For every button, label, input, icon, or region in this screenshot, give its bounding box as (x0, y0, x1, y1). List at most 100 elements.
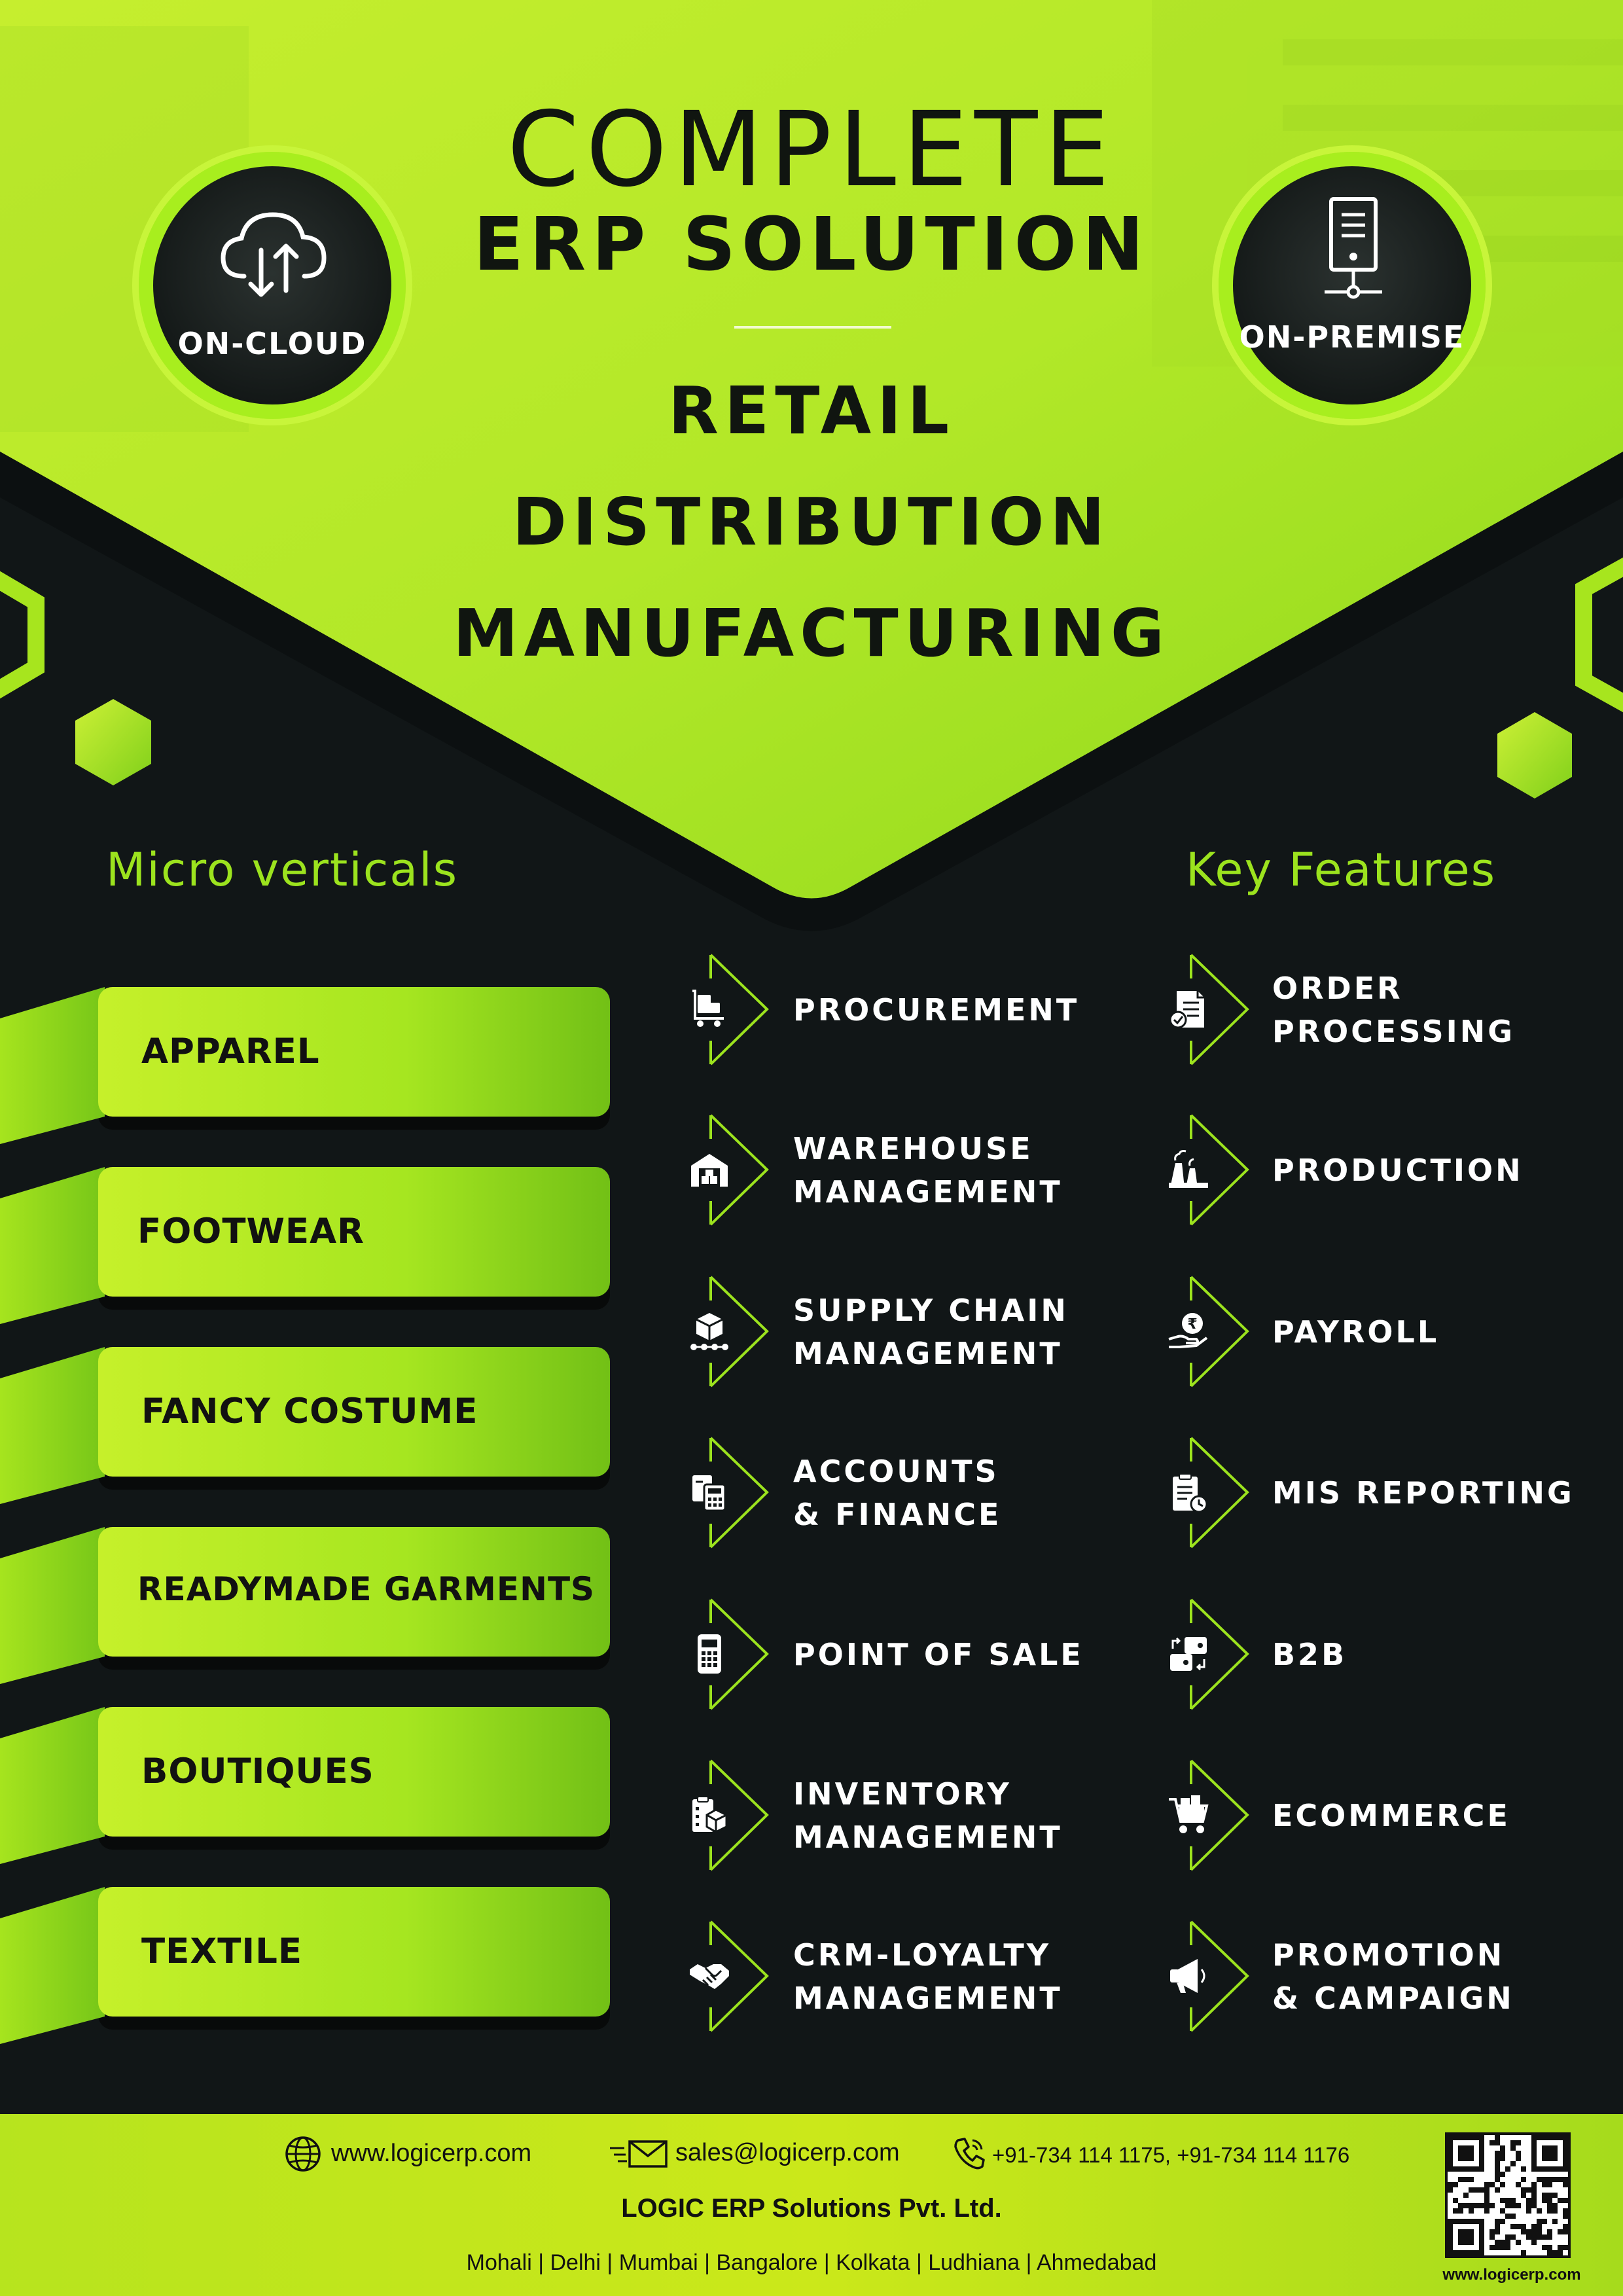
globe-icon (285, 2136, 321, 2172)
feature-label-line: ACCOUNTS (793, 1454, 999, 1489)
footer-bar (0, 2114, 1623, 2296)
qr-url[interactable]: www.logicerp.com (1442, 2266, 1581, 2284)
chevron-right-icon (1190, 1759, 1249, 1871)
feature-label: PROMOTION & CAMPAIGN (1272, 1933, 1514, 2020)
chevron-right-icon (709, 1920, 769, 2032)
feature-label-line: MIS REPORTING (1272, 1475, 1575, 1511)
badge-on-cloud-label: ON-CLOUD (177, 326, 367, 361)
feature-item[interactable]: MIS REPORTING (1168, 1435, 1623, 1553)
segment-manufacturing: MANUFACTURING (453, 595, 1170, 672)
feature-label: POINT OF SALE (793, 1633, 1084, 1676)
feature-item[interactable]: ₹ PAYROLL (1168, 1274, 1623, 1392)
feature-item[interactable]: WAREHOUSE MANAGEMENT (688, 1113, 1147, 1230)
feature-item[interactable]: B2B (1168, 1597, 1623, 1715)
feature-label: PROCUREMENT (793, 988, 1079, 1031)
footer-company: LOGIC ERP Solutions Pvt. Ltd. (621, 2194, 1002, 2223)
qr-code-pattern (1448, 2135, 1568, 2255)
chevron-right-icon (1190, 1920, 1249, 2032)
pos-terminal-icon (698, 1634, 721, 1674)
chevron-right-icon (709, 1276, 769, 1388)
chevron-right-icon (709, 1598, 769, 1710)
footer-phone[interactable]: +91-734 114 1175, +91-734 114 1176 (992, 2143, 1350, 2167)
feature-item[interactable]: ACCOUNTS & FINANCE (688, 1435, 1147, 1553)
feature-label: ORDER PROCESSING (1272, 967, 1515, 1053)
cloud-sync-icon (221, 212, 327, 297)
feature-label-line: MANAGEMENT (793, 1820, 1063, 1855)
chevron-right-icon (1190, 1114, 1249, 1226)
feature-item[interactable]: SUPPLY CHAIN MANAGEMENT (688, 1274, 1147, 1392)
micro-vertical-item[interactable]: FANCY COSTUME (0, 1347, 615, 1511)
micro-vertical-label: READYMADE GARMENTS (137, 1570, 596, 1608)
title-erp-solution: ERP SOLUTION (473, 202, 1150, 287)
inventory-icon (692, 1796, 728, 1833)
micro-vertical-item[interactable]: TEXTILE (0, 1887, 615, 2051)
ribbon-shape (0, 1527, 610, 1684)
order-doc-icon (1169, 991, 1204, 1029)
chevron-right-icon (1190, 1598, 1249, 1710)
ribbon-shape (0, 1167, 610, 1324)
footer-website[interactable]: www.logicerp.com (331, 2140, 532, 2167)
ribbon-shape (0, 1347, 610, 1504)
feature-label: ACCOUNTS & FINANCE (793, 1450, 1001, 1536)
chevron-right-icon (709, 1114, 769, 1226)
qr-code[interactable] (1445, 2132, 1571, 2258)
rupee-hand-icon: ₹ (1168, 1313, 1208, 1348)
feature-item[interactable]: PROMOTION & CAMPAIGN (1168, 1919, 1623, 2037)
trolley-icon (692, 990, 724, 1027)
feature-label: WAREHOUSE MANAGEMENT (793, 1127, 1063, 1213)
heading-key-features: Key Features (1186, 843, 1497, 897)
wallet-exchange-icon (1170, 1637, 1207, 1671)
feature-item[interactable]: ECOMMERCE (1168, 1758, 1623, 1876)
feature-label-line: MANAGEMENT (793, 1336, 1063, 1371)
feature-item[interactable]: CRM-LOYALTY MANAGEMENT (688, 1919, 1147, 2037)
micro-vertical-label: APPAREL (141, 1031, 320, 1071)
feature-label: INVENTORY MANAGEMENT (793, 1772, 1063, 1859)
feature-label: CRM-LOYALTY MANAGEMENT (793, 1933, 1063, 2020)
feature-item[interactable]: POINT OF SALE (688, 1597, 1147, 1715)
factory-icon (1169, 1150, 1208, 1188)
micro-vertical-label: BOUTIQUES (141, 1751, 374, 1791)
feature-item[interactable]: INVENTORY MANAGEMENT (688, 1758, 1147, 1876)
segment-distribution: DISTRIBUTION (512, 484, 1111, 560)
badge-on-cloud: ON-CLOUD (139, 152, 406, 419)
chevron-right-icon (1190, 1276, 1249, 1388)
chevron-right-icon (1190, 954, 1249, 1066)
title-complete: COMPLETE (507, 90, 1116, 210)
micro-vertical-label: FOOTWEAR (137, 1211, 365, 1251)
report-clipboard-icon (1173, 1473, 1208, 1513)
footer-email[interactable]: sales@logicerp.com (675, 2139, 900, 2166)
megaphone-icon (1170, 1959, 1205, 1993)
micro-vertical-item[interactable]: APPAREL (0, 987, 615, 1151)
feature-label-line: SUPPLY CHAIN (793, 1293, 1069, 1328)
feature-label: B2B (1272, 1633, 1347, 1676)
chevron-right-icon (1190, 1437, 1249, 1549)
feature-label: PRODUCTION (1272, 1149, 1524, 1192)
feature-item[interactable]: PRODUCTION (1168, 1113, 1623, 1230)
feature-label-line: MANAGEMENT (793, 1174, 1063, 1210)
feature-label-line: & CAMPAIGN (1272, 1981, 1514, 2016)
feature-label-line: MANAGEMENT (793, 1981, 1063, 2016)
micro-vertical-item[interactable]: READYMADE GARMENTS (0, 1527, 615, 1691)
badge-on-premise-label: ON-PREMISE (1239, 319, 1465, 355)
micro-vertical-item[interactable]: FOOTWEAR (0, 1167, 615, 1331)
feature-label-line: INVENTORY (793, 1776, 1012, 1812)
feature-label-line: B2B (1272, 1637, 1347, 1672)
handshake-icon (690, 1964, 729, 1989)
feature-label-line: PAYROLL (1272, 1314, 1440, 1350)
server-icon (1325, 197, 1382, 299)
feature-label-line: PROCUREMENT (793, 992, 1080, 1028)
feature-item[interactable]: ORDER PROCESSING (1168, 952, 1623, 1070)
phone-icon (954, 2138, 985, 2170)
feature-label: ECOMMERCE (1272, 1794, 1510, 1837)
micro-vertical-label: FANCY COSTUME (141, 1391, 478, 1431)
feature-label-line: ORDER (1272, 971, 1403, 1006)
feature-label-line: & FINANCE (793, 1497, 1002, 1532)
ribbon-shape (0, 1887, 610, 2044)
feature-label-line: POINT OF SALE (793, 1637, 1084, 1672)
feature-item[interactable]: PROCUREMENT (688, 952, 1147, 1070)
calculator-docs-icon (692, 1475, 726, 1512)
feature-label: MIS REPORTING (1272, 1471, 1575, 1515)
feature-label-line: ECOMMERCE (1272, 1798, 1510, 1833)
title-divider (734, 326, 891, 329)
micro-vertical-item[interactable]: BOUTIQUES (0, 1707, 615, 1871)
